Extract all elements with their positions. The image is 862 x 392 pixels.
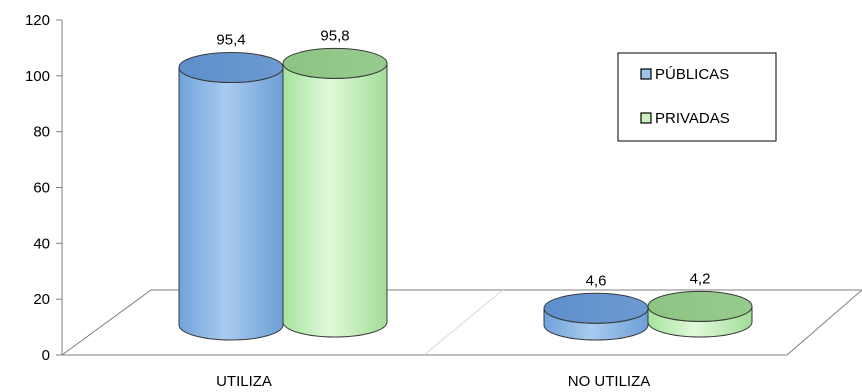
bar-body (282, 63, 388, 338)
y-tick-label: 80 (33, 124, 50, 141)
y-tick-label: 120 (25, 12, 50, 29)
bar (178, 51, 284, 341)
y-tick-label: 100 (25, 68, 50, 85)
data-label: 95,4 (216, 31, 245, 48)
legend-label-privadas: PRIVADAS (655, 110, 730, 127)
y-tick-label: 40 (33, 235, 50, 252)
data-label: 4,2 (690, 270, 711, 287)
bar-body (178, 67, 284, 341)
y-axis-ticks: 0 20 40 60 80 100 120 (25, 12, 62, 364)
data-labels: 95,4 95,8 4,6 4,2 (216, 27, 710, 289)
legend-swatch-publicas (640, 68, 652, 80)
legend-box (617, 52, 777, 142)
bar-top (282, 47, 388, 79)
bar (543, 292, 649, 341)
bar-top (543, 292, 649, 324)
bar-top (178, 51, 284, 83)
data-label: 95,8 (320, 27, 349, 44)
legend: PÚBLICAS PRIVADAS (617, 52, 777, 142)
y-tick-label: 0 (42, 347, 50, 364)
legend-label-publicas: PÚBLICAS (655, 66, 729, 83)
bar (282, 47, 388, 338)
category-label: NO UTILIZA (568, 373, 651, 390)
y-tick-label: 20 (33, 291, 50, 308)
floor-divider (423, 289, 504, 356)
legend-swatch-privadas (640, 112, 652, 124)
bar-top (647, 290, 753, 322)
category-label: UTILIZA (216, 373, 272, 390)
y-tick-label: 60 (33, 180, 50, 197)
data-label: 4,6 (586, 272, 607, 289)
category-labels: UTILIZA NO UTILIZA (216, 373, 650, 390)
bar (647, 290, 753, 338)
bars (178, 47, 753, 341)
